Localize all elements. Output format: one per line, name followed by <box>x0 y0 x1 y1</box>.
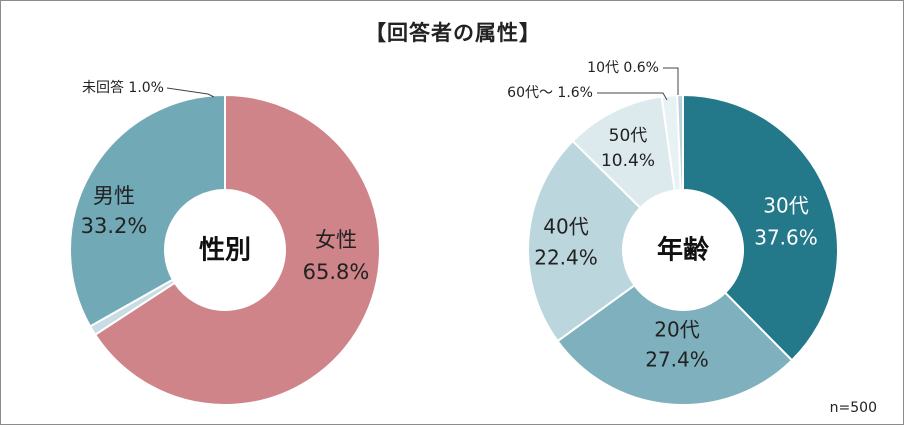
age50-value: 10.4% <box>601 151 655 171</box>
age60-label-leader-line <box>597 92 668 101</box>
slice-gender-0 <box>93 93 381 406</box>
chart-title: 【回答者の属性】 <box>365 21 541 45</box>
age50-label: 50代 <box>609 126 648 146</box>
slice-gender-2 <box>69 93 226 328</box>
age20-value: 27.4% <box>645 348 709 372</box>
male-label: 男性 <box>93 184 135 208</box>
female-label: 女性 <box>315 228 357 252</box>
slice-age-2 <box>527 139 642 343</box>
age60-label: 60代～ 1.6% <box>507 85 593 101</box>
age10-label: 10代 0.6% <box>587 60 659 76</box>
age20-label: 20代 <box>654 318 699 342</box>
na-label-leader-line <box>166 87 215 98</box>
slice-age-1 <box>556 283 794 406</box>
age30-label: 30代 <box>763 194 808 218</box>
sample-size-note: n=500 <box>829 400 877 416</box>
gender-center-label: 性別 <box>199 236 251 266</box>
slice-age-5 <box>676 93 684 192</box>
age10-label-leader-line <box>663 67 679 95</box>
age-center-label: 年齢 <box>657 235 710 266</box>
age30-value: 37.6% <box>754 226 818 250</box>
age40-value: 22.4% <box>534 246 598 270</box>
female-value: 65.8% <box>303 260 370 284</box>
age40-label: 40代 <box>543 215 588 239</box>
male-value: 33.2% <box>81 214 148 238</box>
na-label: 未回答 1.0% <box>82 79 164 96</box>
slice-age-0 <box>682 93 839 362</box>
